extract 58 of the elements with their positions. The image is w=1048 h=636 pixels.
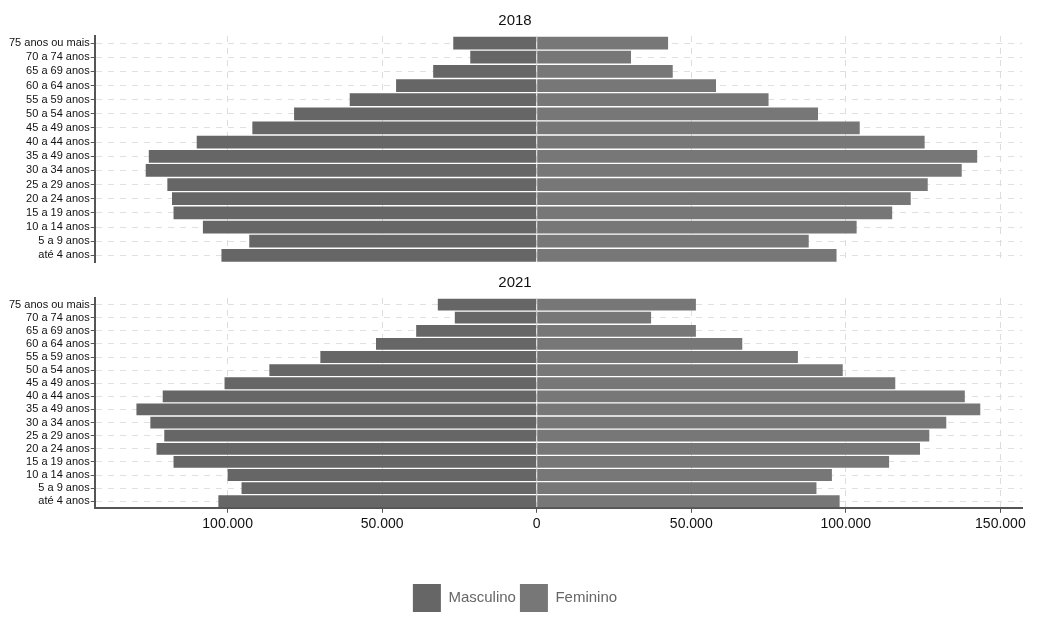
y-tick-label: 5 a 9 anos [38,481,91,494]
bar [437,298,537,311]
chart-title: 2021 [498,273,532,291]
y-tick-label: 55 a 59 anos [26,92,91,105]
bar [537,121,860,135]
y-tick-label: 75 anos ou mais [9,297,91,310]
bar [537,416,947,429]
legend-label: Feminino [555,588,618,606]
y-tick-label: até 4 anos [38,494,91,507]
y-tick-label: 5 a 9 anos [38,234,91,247]
x-tick-label: 0 [532,515,541,532]
x-tick-label: 150.000 [975,515,1026,532]
y-tick-label: 70 a 74 anos [26,50,91,63]
y-tick-label: 40 a 44 anos [26,389,91,402]
bar [537,298,696,311]
bar [173,206,537,220]
x-tick-label: 50.000 [360,515,404,532]
y-tick-label: 30 a 34 anos [26,415,91,428]
y-tick-label: 20 a 24 anos [26,191,91,204]
x-tick-label: 100.000 [820,515,872,532]
bar [453,36,537,50]
y-tick-label: 50 a 54 anos [26,363,91,376]
y-tick-label: até 4 anos [38,248,91,261]
y-tick-label: 50 a 54 anos [26,106,91,119]
x-tick-label: 100.000 [202,515,254,532]
y-tick-label: 20 a 24 anos [26,441,91,454]
chart-title: 2018 [498,11,532,29]
y-tick-label: 15 a 19 anos [26,454,91,467]
y-tick-label: 35 a 49 anos [26,149,91,162]
bar [537,403,981,416]
y-tick-label: 60 a 64 anos [26,336,91,349]
y-tick-label: 15 a 19 anos [26,205,91,218]
bar [537,206,893,220]
y-tick-label: 45 a 49 anos [26,121,91,134]
y-tick-label: 25 a 29 anos [26,177,91,190]
y-tick-label: 10 a 14 anos [26,220,91,233]
y-tick-label: 35 a 49 anos [26,402,91,415]
y-tick-label: 25 a 29 anos [26,428,91,441]
y-tick-label: 45 a 49 anos [26,376,91,389]
y-tick-label: 65 a 69 anos [26,64,91,77]
y-tick-label: 55 a 59 anos [26,350,91,363]
bar [136,403,537,416]
bar [537,220,857,234]
y-tick-label: 65 a 69 anos [26,323,91,336]
y-tick-label: 40 a 44 anos [26,135,91,148]
y-tick-label: 70 a 74 anos [26,310,91,323]
bar [537,135,925,149]
legend-label: Masculino [448,588,516,606]
x-tick-label: 50.000 [669,515,713,532]
y-tick-label: 10 a 14 anos [26,468,91,481]
bar [252,121,537,135]
y-tick-label: 60 a 64 anos [26,78,91,91]
y-tick-label: 75 anos ou mais [9,36,91,49]
bar [537,36,669,50]
bar [150,416,537,429]
bar [202,220,537,234]
bar [196,135,537,149]
y-tick-label: 30 a 34 anos [26,163,91,176]
